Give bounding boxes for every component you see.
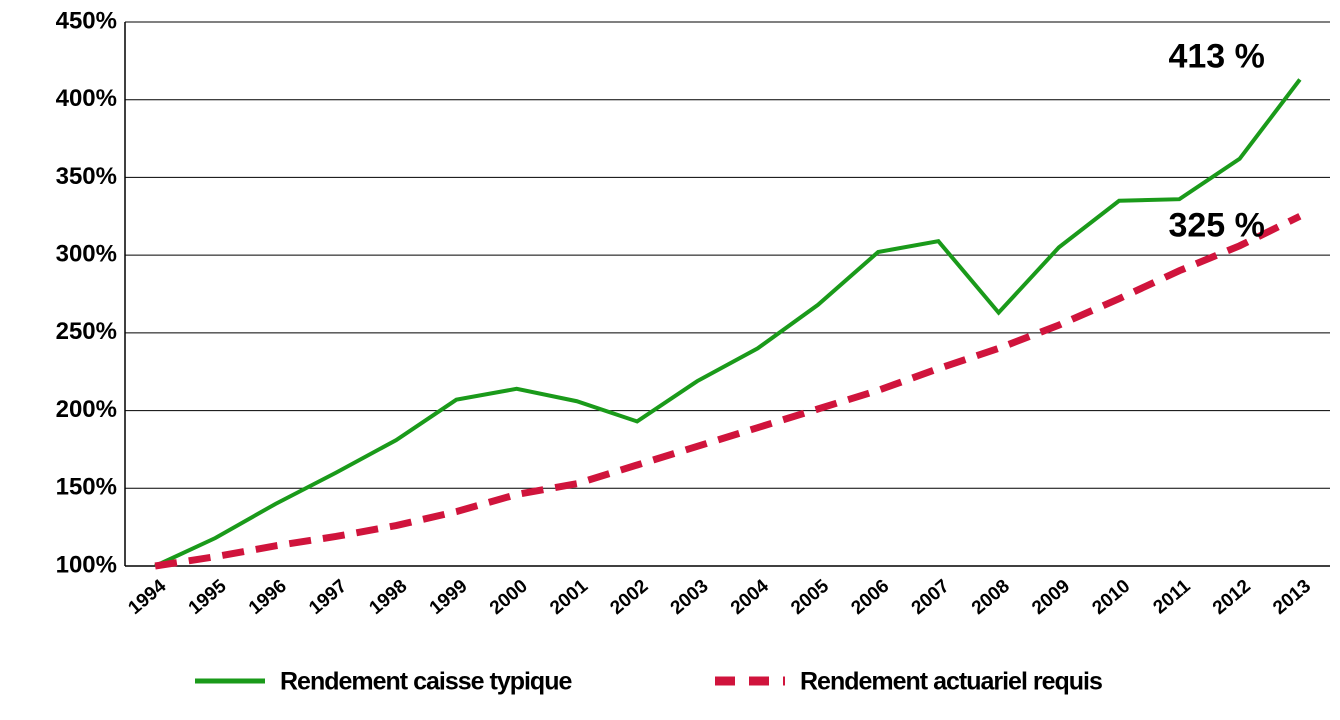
x-tick-label: 2009: [1028, 576, 1074, 619]
value-label: 325 %: [1168, 206, 1264, 244]
value-label: 413 %: [1168, 38, 1264, 76]
x-tick-label: 2010: [1088, 576, 1134, 619]
x-tick-label: 2001: [546, 575, 592, 619]
x-tick-label: 1998: [365, 576, 411, 619]
x-tick-label: 2003: [667, 576, 713, 619]
legend-label: Rendement actuariel requis: [800, 668, 1102, 696]
series-line: [154, 78, 1302, 568]
x-tick-label: 1994: [124, 575, 170, 619]
y-tick-label: 250%: [56, 318, 117, 345]
x-tick-label: 2012: [1209, 576, 1255, 619]
x-tick-label: 1995: [185, 575, 231, 619]
x-tick-label: 1996: [245, 576, 291, 619]
y-tick-label: 350%: [56, 163, 117, 190]
x-tick-label: 2004: [727, 575, 773, 619]
x-tick-label: 1997: [305, 576, 351, 619]
x-tick-label: 2007: [908, 576, 954, 619]
x-tick-label: 2008: [968, 576, 1014, 619]
x-tick-label: 2002: [606, 576, 652, 619]
y-tick-label: 200%: [56, 396, 117, 423]
y-tick-label: 150%: [56, 474, 117, 501]
series-line: [154, 213, 1302, 570]
y-tick-label: 300%: [56, 240, 117, 267]
x-tick-label: 2005: [787, 575, 833, 619]
x-tick-label: 1999: [426, 576, 472, 619]
legend-label: Rendement caisse typique: [280, 668, 572, 696]
x-tick-label: 2011: [1150, 575, 1195, 618]
x-tick-label: 2000: [486, 576, 532, 619]
y-tick-label: 450%: [56, 7, 117, 34]
x-tick-label: 2006: [847, 576, 893, 619]
x-tick-label: 2013: [1269, 576, 1315, 619]
y-tick-label: 400%: [56, 85, 117, 112]
y-tick-label: 100%: [56, 551, 117, 578]
